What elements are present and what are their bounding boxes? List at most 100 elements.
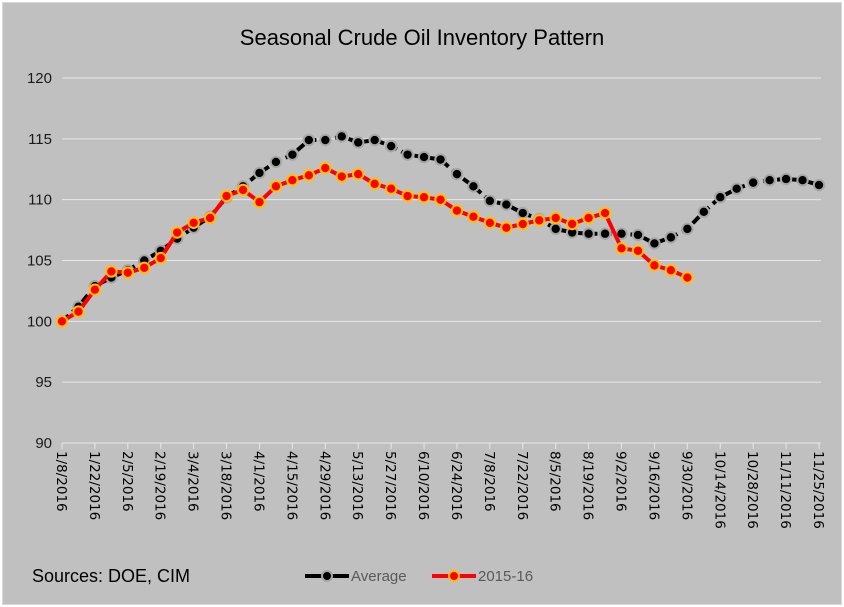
data-point: [648, 259, 661, 272]
data-point: [631, 244, 645, 257]
x-tick-label: 8/19/2016: [580, 451, 596, 520]
data-point: [138, 261, 151, 274]
series-average: [55, 130, 826, 328]
data-point: [549, 211, 562, 225]
legend-label: Average: [351, 568, 407, 585]
data-point: [253, 166, 266, 180]
x-tick-label: 10/14/2016: [711, 451, 727, 529]
y-tick-label: 120: [27, 70, 52, 87]
y-axis: 90 95 100 105 110 115 120: [27, 70, 52, 452]
data-point: [335, 170, 348, 183]
data-point: [434, 153, 447, 166]
data-point: [401, 148, 414, 161]
legend-label: 2015-16: [478, 568, 533, 585]
x-tick-label: 7/22/2016: [514, 451, 530, 520]
y-tick-label: 100: [27, 313, 52, 330]
data-point: [681, 271, 694, 284]
x-tick-label: 6/10/2016: [415, 451, 431, 520]
data-point: [714, 191, 727, 204]
x-tick-label: 5/27/2016: [382, 451, 398, 520]
data-point: [302, 169, 316, 182]
x-tick-label: 2/19/2016: [152, 451, 168, 520]
data-point: [467, 210, 480, 223]
data-point: [763, 174, 776, 187]
data-point: [88, 283, 102, 296]
x-tick-label: 3/18/2016: [218, 451, 234, 520]
data-point: [384, 182, 398, 195]
x-tick-label: 8/5/2016: [547, 451, 563, 512]
x-tick-label: 5/13/2016: [349, 451, 365, 520]
x-tick-label: 2/5/2016: [119, 451, 135, 512]
data-point: [286, 174, 299, 187]
data-point: [55, 315, 69, 328]
y-tick-label: 95: [35, 374, 52, 391]
x-tick-label: 9/2/2016: [613, 451, 629, 512]
data-point: [187, 216, 200, 229]
data-point: [516, 217, 529, 231]
data-point: [105, 265, 118, 278]
x-tick-label: 4/1/2016: [250, 451, 266, 512]
data-point: [467, 180, 480, 193]
x-tick-label: 4/15/2016: [283, 451, 299, 520]
data-point: [253, 195, 266, 209]
data-point: [203, 211, 217, 225]
x-tick-label: 11/11/2016: [777, 451, 793, 529]
data-point: [664, 231, 678, 244]
data-point: [121, 266, 135, 279]
data-point: [417, 191, 431, 204]
data-point: [483, 194, 497, 208]
x-tick-label: 4/29/2016: [316, 451, 332, 520]
x-tick-label: 9/16/2016: [645, 451, 661, 520]
x-tick-label: 1/22/2016: [86, 451, 102, 520]
series-2015-16: [55, 161, 694, 328]
sources-annotation: Sources: DOE, CIM: [32, 566, 190, 586]
data-point: [664, 264, 678, 277]
data-point: [500, 221, 513, 234]
y-tick-label: 110: [28, 192, 52, 209]
data-point: [681, 222, 694, 236]
legend: Average 2015-16: [305, 568, 533, 585]
data-point: [746, 176, 760, 189]
x-tick-label: 7/8/2016: [481, 451, 497, 512]
chart-title: Seasonal Crude Oil Inventory Pattern: [240, 25, 604, 50]
data-point: [269, 155, 283, 169]
y-tick-label: 105: [27, 253, 52, 270]
gridlines: [62, 77, 821, 383]
series-line: [60, 166, 689, 324]
data-point: [483, 216, 497, 229]
data-point: [565, 217, 579, 231]
data-point: [401, 189, 414, 203]
data-point: [170, 226, 184, 239]
data-point: [648, 237, 661, 250]
y-tick-label: 115: [28, 131, 52, 148]
data-point: [516, 206, 529, 220]
x-tick-label: 1/8/2016: [53, 451, 69, 512]
data-point: [352, 136, 365, 149]
data-point: [450, 204, 464, 217]
legend-item: 2015-16: [432, 568, 533, 585]
y-tick-label: 90: [35, 435, 52, 452]
data-point: [417, 150, 431, 164]
data-point: [450, 167, 464, 181]
data-point: [779, 172, 793, 186]
legend-item: Average: [305, 568, 407, 585]
data-point: [220, 189, 233, 203]
data-point: [384, 139, 398, 153]
data-point: [598, 227, 612, 240]
data-point: [319, 133, 332, 147]
data-point: [582, 211, 595, 225]
data-point: [352, 167, 365, 181]
legend-swatch-marker: [448, 570, 460, 582]
data-point: [533, 214, 546, 227]
x-tick-label: 10/28/2016: [744, 451, 760, 529]
data-point: [796, 174, 809, 187]
data-point: [500, 198, 513, 211]
data-point: [368, 133, 381, 147]
data-point: [368, 177, 381, 191]
data-point: [812, 178, 826, 192]
x-tick-label: 9/30/2016: [678, 451, 694, 520]
data-point: [154, 251, 167, 265]
data-point: [72, 305, 85, 318]
